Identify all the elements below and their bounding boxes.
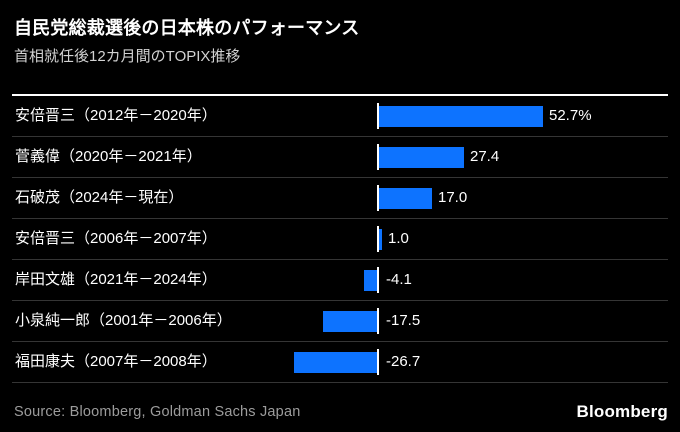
bar-value-label: -26.7: [386, 353, 421, 370]
zero-baseline-tick: [377, 308, 379, 334]
bar-category-label: 安倍晋三（2012年－2020年）: [15, 107, 217, 124]
bar-value-label: 27.4: [470, 148, 500, 165]
value-bar: [379, 188, 432, 209]
bar-value-label: 17.0: [438, 189, 468, 206]
source-note: Source: Bloomberg, Goldman Sachs Japan: [14, 404, 301, 420]
bar-row: 石破茂（2024年－現在） 17.0: [12, 178, 668, 219]
value-bar: [364, 270, 377, 291]
zero-baseline-tick: [377, 349, 379, 375]
bar-value-label: 52.7%: [549, 107, 592, 124]
chart-footer: Source: Bloomberg, Goldman Sachs Japan B…: [14, 399, 668, 425]
value-bar: [379, 229, 382, 250]
zero-baseline-tick: [377, 144, 379, 170]
zero-baseline-tick: [377, 103, 379, 129]
bar-value-label: -4.1: [386, 271, 412, 288]
zero-baseline-tick: [377, 226, 379, 252]
bar-row: 安倍晋三（2006年－2007年） 1.0: [12, 219, 668, 260]
chart-subtitle: 首相就任後12カ月間のTOPIX推移: [14, 48, 241, 65]
bar-chart: 安倍晋三（2012年－2020年） 52.7% 菅義偉（2020年－2021年） 27…: [12, 94, 668, 383]
bar-category-label: 安倍晋三（2006年－2007年）: [15, 230, 217, 247]
bar-value-label: 1.0: [388, 230, 409, 247]
zero-baseline-tick: [377, 185, 379, 211]
bar-category-label: 岸田文雄（2021年－2024年）: [15, 271, 217, 288]
bar-row: 安倍晋三（2012年－2020年） 52.7%: [12, 96, 668, 137]
bar-category-label: 小泉純一郎（2001年－2006年）: [15, 312, 232, 329]
value-bar: [294, 352, 377, 373]
bar-category-label: 菅義偉（2020年－2021年）: [15, 148, 202, 165]
zero-baseline-tick: [377, 267, 379, 293]
bloomberg-logo: Bloomberg: [576, 402, 668, 421]
bar-row: 福田康夫（2007年－2008年） -26.7: [12, 342, 668, 383]
value-bar: [379, 147, 464, 168]
bar-row: 菅義偉（2020年－2021年） 27.4: [12, 137, 668, 178]
value-bar: [323, 311, 377, 332]
bar-row: 岸田文雄（2021年－2024年） -4.1: [12, 260, 668, 301]
bar-row: 小泉純一郎（2001年－2006年） -17.5: [12, 301, 668, 342]
bar-category-label: 福田康夫（2007年－2008年）: [15, 353, 217, 370]
bar-category-label: 石破茂（2024年－現在）: [15, 189, 184, 206]
value-bar: [379, 106, 543, 127]
bar-value-label: -17.5: [386, 312, 421, 329]
chart-title: 自民党総裁選後の日本株のパフォーマンス: [14, 18, 360, 38]
